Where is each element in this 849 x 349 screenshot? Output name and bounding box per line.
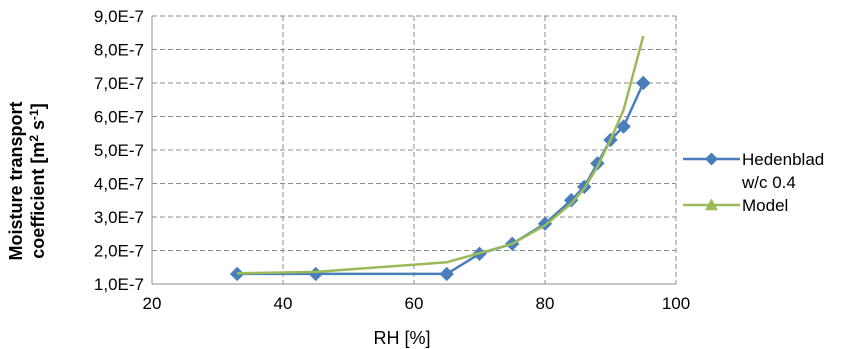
data-point-marker bbox=[439, 266, 454, 282]
data-point-marker bbox=[229, 266, 245, 282]
series-line bbox=[237, 35, 645, 275]
legend-label: Model bbox=[742, 196, 788, 215]
x-tick-label: 100 bbox=[662, 294, 690, 313]
y-axis-title-line2: coefficient [m2 s-1] bbox=[27, 103, 48, 258]
x-tick-label: 40 bbox=[274, 294, 293, 313]
x-axis-ticks: 20 40 60 80 100 bbox=[143, 294, 691, 313]
axes bbox=[151, 16, 676, 285]
x-tick-label: 60 bbox=[405, 294, 424, 313]
y-tick-label: 6,0E-7 bbox=[94, 108, 144, 127]
y-tick-label: 5,0E-7 bbox=[94, 141, 144, 160]
y-tick-label: 2,0E-7 bbox=[94, 242, 144, 261]
y-tick-label: 9,0E-7 bbox=[94, 7, 144, 26]
y-tick-label: 7,0E-7 bbox=[94, 74, 144, 93]
y-axis-title-suffix: ] bbox=[28, 103, 48, 109]
data-point-marker bbox=[636, 75, 651, 91]
data-point-marker bbox=[616, 119, 631, 134]
series-1 bbox=[229, 75, 651, 282]
y-axis-title: Moisture transport coefficient [m2 s-1] bbox=[6, 101, 48, 260]
legend-diamond-marker bbox=[705, 152, 718, 166]
y-axis-title-line1: Moisture transport bbox=[6, 101, 26, 260]
legend-label: Hedenblad bbox=[742, 150, 824, 169]
y-tick-label: 4,0E-7 bbox=[94, 175, 144, 194]
y-axis-title-sup1: 2 bbox=[27, 135, 41, 142]
y-tick-label: 3,0E-7 bbox=[94, 208, 144, 227]
y-axis-title-prefix: coefficient [m bbox=[28, 142, 48, 259]
series-2 bbox=[237, 35, 645, 275]
y-axis-title-sup2: -1 bbox=[27, 109, 41, 120]
legend-entry: Model bbox=[683, 196, 788, 215]
legend-triangle-marker bbox=[705, 198, 718, 211]
y-tick-label: 8,0E-7 bbox=[94, 41, 144, 60]
legend: Hedenblad w/c 0.4 Model bbox=[683, 150, 824, 215]
data-point-marker bbox=[308, 266, 323, 282]
x-axis-title: RH [%] bbox=[373, 328, 430, 348]
x-tick-label: 20 bbox=[143, 294, 162, 313]
x-tick-label: 80 bbox=[536, 294, 555, 313]
y-tick-label: 1,0E-7 bbox=[94, 275, 144, 294]
legend-entry: Hedenblad w/c 0.4 bbox=[683, 150, 824, 192]
series-line bbox=[237, 82, 645, 276]
grid bbox=[152, 15, 677, 284]
series-layer bbox=[229, 35, 651, 282]
y-axis-ticks: 1,0E-7 2,0E-7 3,0E-7 4,0E-7 5,0E-7 6,0E-7 7,0E… bbox=[94, 7, 144, 294]
y-axis-title-mid: s bbox=[28, 120, 48, 135]
legend-label: w/c 0.4 bbox=[741, 173, 796, 192]
